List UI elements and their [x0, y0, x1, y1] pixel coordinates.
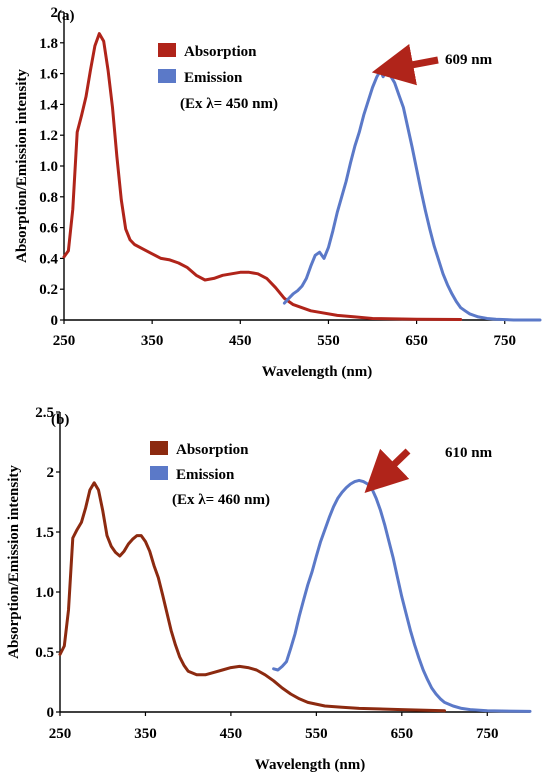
- panel-b-x-tick-label: 350: [134, 726, 157, 742]
- panel-a-x-tick-label: 350: [141, 333, 164, 349]
- panel-b-x-axis-title: Wavelength (nm): [255, 757, 365, 773]
- panel-a-legend-swatch-emission: [158, 69, 176, 83]
- panel-b-legend-label-absorption: Absorption: [176, 442, 249, 458]
- panel-b-y-tick-label: 2: [47, 465, 55, 481]
- panel-b-legend-note: (Ex λ= 460 nm): [172, 492, 270, 508]
- panel-b-peak-label: 610 nm: [445, 445, 493, 461]
- panel-a-y-tick-label: 1.4: [39, 97, 58, 113]
- panel-a-emission-line: [282, 69, 542, 322]
- panel-b-x-tick-label: 650: [391, 726, 414, 742]
- panel-b-x-tick-label: 550: [305, 726, 328, 742]
- panel-b-y-tick-label: 1.0: [35, 585, 54, 601]
- panel-b-y-axis-title: Absorption/Emission intensity: [6, 465, 22, 659]
- panel-a-peak-label: 609 nm: [445, 52, 493, 68]
- panel-a-legend-swatch-absorption: [158, 43, 176, 57]
- panel-a-y-tick-label: 0: [51, 313, 59, 329]
- panel-b-emission-line: [272, 478, 532, 713]
- panel-b-x-tick-label: 250: [49, 726, 72, 742]
- panel-a-y-tick-label: 0.2: [39, 282, 58, 298]
- panel-a-y-tick-label: 2: [51, 5, 59, 21]
- panel-a-x-axis-title: Wavelength (nm): [262, 364, 372, 380]
- panel-a-x-tick-label: 250: [53, 333, 76, 349]
- panel-a-y-tick-label: 0.8: [39, 190, 58, 206]
- panel-a-legend-label-absorption: Absorption: [184, 44, 257, 60]
- panel-a-legend-label-emission: Emission: [184, 70, 243, 86]
- panel-b-x-tick-label: 750: [476, 726, 499, 742]
- panel-a-y-tick-label: 0.6: [39, 221, 58, 237]
- panel-b-peak-arrow: [364, 448, 411, 493]
- panel-a-legend-note: (Ex λ= 450 nm): [180, 96, 278, 112]
- panel-a-y-axis-title: Absorption/Emission intensity: [14, 69, 30, 263]
- panel-b-legend-swatch-emission: [150, 466, 168, 480]
- panel-a-x-tick-label: 750: [493, 333, 516, 349]
- panel-a-y-tick-label: 1.6: [39, 67, 58, 83]
- panel-a-peak-arrow: [371, 44, 439, 86]
- panel-b-legend-label-emission: Emission: [176, 467, 235, 483]
- panel-b-y-tick-label: 1.5: [35, 525, 54, 541]
- panel-b-y-tick-label: 2.5: [35, 405, 54, 421]
- panel-b-y-tick-label: 0: [47, 705, 55, 721]
- panel-a-y-tick-label: 0.4: [39, 251, 58, 267]
- panel-b-legend-swatch-absorption: [150, 441, 168, 455]
- panel-a-label: (a): [57, 8, 75, 24]
- panel-b-label: (b): [51, 412, 69, 428]
- panel-a-y-tick-label: 1.0: [39, 159, 58, 175]
- panel-a-x-tick-label: 550: [317, 333, 340, 349]
- panel-b-x-tick-label: 450: [220, 726, 243, 742]
- panel-a-y-tick-label: 1.8: [39, 36, 58, 52]
- panel-a-x-tick-label: 450: [229, 333, 252, 349]
- panel-a-x-tick-label: 650: [405, 333, 428, 349]
- panel-a-absorption-line: [62, 32, 463, 321]
- panel-b-absorption-line: [58, 481, 446, 713]
- panel-a-y-tick-label: 1.2: [39, 128, 58, 144]
- panel-b-y-tick-label: 0.5: [35, 645, 54, 661]
